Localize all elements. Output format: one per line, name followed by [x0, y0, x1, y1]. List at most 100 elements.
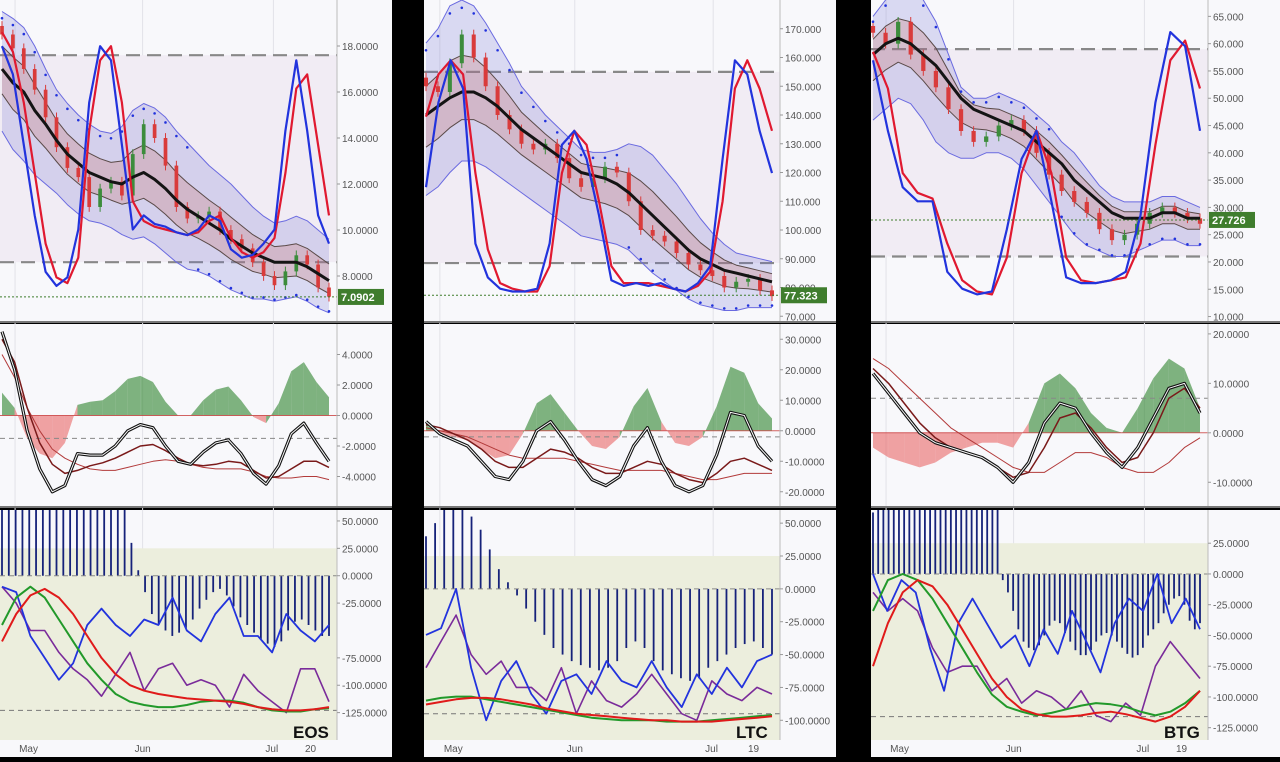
candle-body	[614, 166, 619, 173]
macd-histogram-area	[90, 400, 103, 416]
sar-dot	[959, 90, 963, 93]
sar-dot	[770, 304, 774, 307]
purple-line	[1, 586, 330, 714]
macd-histogram-area	[758, 403, 772, 431]
sar-dot	[305, 298, 309, 302]
y-tick-label: -75.0000	[1213, 662, 1253, 673]
sar-dot	[603, 156, 607, 160]
sar-dot	[758, 304, 762, 307]
candle-body	[870, 25, 876, 33]
y-tick-label: -75.0000	[342, 654, 382, 665]
sar-dot	[1047, 127, 1051, 131]
candle-body	[1185, 212, 1190, 219]
macd-histogram-area	[165, 401, 179, 416]
macd-histogram-area	[1075, 388, 1091, 433]
last-price-value: 77.323	[784, 290, 818, 302]
candle-body	[32, 69, 37, 90]
candle-body	[43, 89, 48, 118]
candle-body	[423, 77, 429, 87]
candle-body	[272, 276, 277, 286]
candle-body	[1021, 120, 1027, 131]
candle-body	[908, 21, 913, 55]
macd-histogram-area	[730, 366, 745, 431]
macd-histogram-area	[240, 400, 254, 418]
y-tick-label: 10.0000	[342, 226, 379, 237]
macd-histogram-area	[253, 415, 267, 424]
sar-dot	[884, 4, 887, 7]
y-tick-label: 8.0000	[342, 272, 373, 283]
candle-body	[921, 54, 926, 71]
y-tick-label: 0.0000	[785, 585, 816, 596]
y-tick-label: 12.0000	[342, 180, 379, 191]
macd-histogram-area	[64, 404, 78, 443]
candle-body	[602, 166, 607, 179]
sar-dot	[327, 310, 331, 313]
stoch-overlay-blue	[0, 45, 331, 287]
macd-histogram-area	[633, 388, 648, 431]
y-tick-label: 35.000	[1213, 176, 1244, 187]
sar-dot	[77, 118, 80, 122]
candle-body	[933, 70, 939, 88]
macd-histogram-area	[904, 432, 920, 468]
macd-histogram-area	[688, 430, 703, 446]
macd-histogram-area	[522, 403, 537, 434]
macd-slow-line	[425, 423, 773, 484]
y-tick-label: 170.000	[785, 25, 822, 36]
y-tick-label: -50.0000	[1213, 631, 1253, 642]
sar-dot	[153, 112, 156, 115]
sar-dot	[207, 272, 211, 276]
x-axis-strip	[0, 740, 392, 757]
macd-fast-line-inner	[1, 331, 330, 493]
sar-dot	[1123, 254, 1126, 257]
macd-histogram-area	[873, 432, 889, 458]
symbol-label: BTG	[1164, 723, 1200, 742]
macd-histogram-area	[39, 415, 53, 459]
macd-histogram-area	[1106, 427, 1123, 433]
sar-dot	[164, 121, 167, 124]
macd-histogram-area	[661, 421, 676, 443]
candle-body	[87, 177, 92, 207]
candle-body	[1072, 191, 1077, 202]
sar-dot	[484, 29, 487, 32]
sar-dot	[699, 301, 702, 304]
candle-body	[698, 264, 703, 271]
y-tick-label: 0.0000	[1213, 429, 1244, 440]
candle-body	[185, 207, 190, 219]
candle-body	[1097, 212, 1102, 230]
y-tick-label: 4.0000	[342, 351, 373, 362]
stoch-overlay-red	[424, 59, 774, 293]
y-tick-label: 0.0000	[1213, 570, 1244, 581]
macd-histogram-area	[1122, 408, 1138, 433]
candle-body	[130, 154, 135, 196]
y-tick-label: 25.0000	[342, 544, 379, 555]
sar-dot	[1085, 243, 1089, 246]
candle-body	[120, 181, 124, 196]
sar-dot	[11, 23, 15, 27]
macd-histogram-area	[115, 378, 128, 416]
moving-average-line	[425, 90, 773, 284]
candle-body	[626, 172, 631, 202]
sar-dot	[1010, 101, 1013, 104]
y-tick-label: 60.000	[1213, 40, 1244, 51]
macd-histogram-area	[966, 432, 982, 448]
sar-dot	[947, 58, 950, 61]
candle-body	[758, 278, 763, 291]
sar-dot	[273, 298, 276, 302]
sar-dot	[544, 119, 547, 123]
bollinger-lower	[1, 130, 330, 314]
macd-histogram-area	[127, 375, 141, 416]
y-tick-label: 65.000	[1213, 12, 1244, 23]
candle-body	[435, 86, 440, 92]
y-tick-label: 10.0000	[1213, 379, 1250, 390]
sar-dot	[639, 257, 643, 261]
y-tick-label: 20.0000	[785, 366, 822, 377]
macd-histogram-area	[716, 366, 731, 431]
y-tick-label: -125.0000	[1213, 724, 1258, 735]
candle-body	[896, 21, 901, 44]
sar-dot	[424, 48, 428, 52]
macd-histogram-area	[1028, 383, 1045, 433]
sar-dot	[532, 105, 535, 109]
sar-dot	[997, 95, 1001, 99]
last-price-value: 7.0902	[341, 292, 375, 304]
sar-dot	[1098, 248, 1101, 252]
